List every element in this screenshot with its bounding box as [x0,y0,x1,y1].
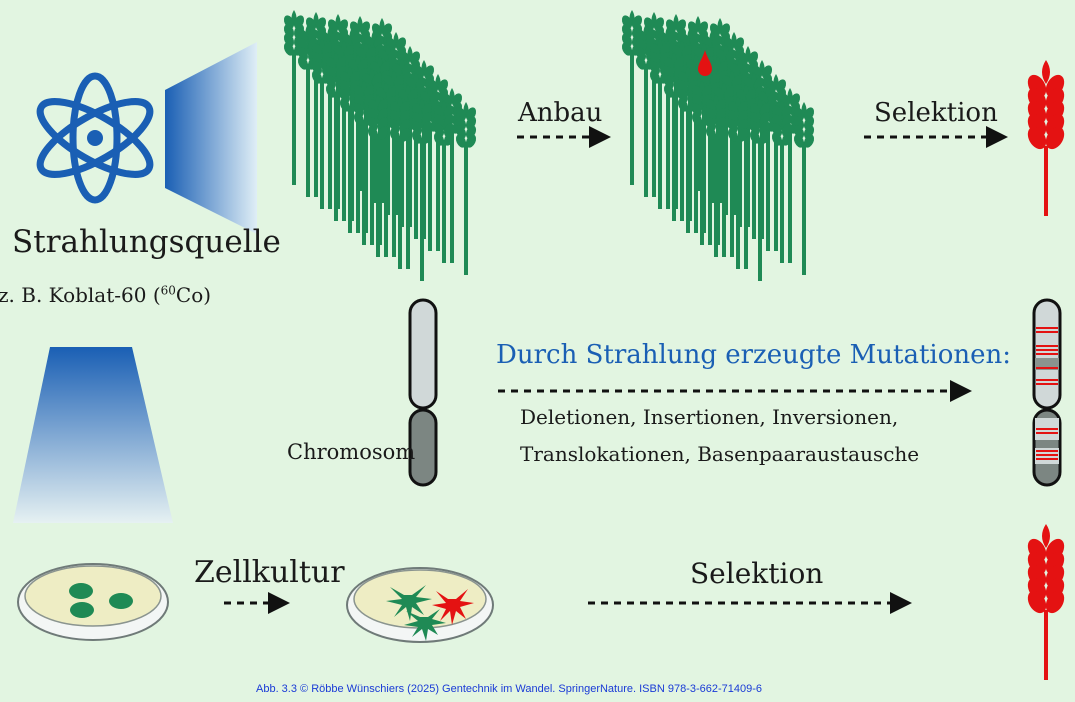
wheat-stalk [749,98,771,281]
mutation-line-1: Deletionen, Insertionen, Inversionen, [520,405,899,429]
wheat-stalk [771,100,793,263]
arrow-selection-top-label: Selektion [874,98,998,128]
figure-caption: Abb. 3.3 © Röbbe Wünschiers (2025) Gente… [256,683,763,695]
arrow-selection-bottom-label: Selektion [690,557,824,590]
wheat-stalk [455,102,477,275]
wheat-stalk [411,98,433,281]
arrow-cultivation-label: Anbau [518,98,603,128]
wheat-field-irradiated [283,10,477,281]
wheat-stalk [691,80,713,245]
chromosome-label: Chromosom [287,440,416,464]
wheat-stalk [705,94,727,257]
radiation-beam-top [165,42,257,234]
wheat-stalk [389,96,411,269]
chromosome-mutated [1032,298,1062,487]
mutant-drop-icon [698,50,712,76]
wheat-field-cultivated [621,10,815,281]
arrow-selection-bottom [588,592,912,614]
arrow-cell-culture-label: Zellkultur [194,555,345,590]
arrow-selection-top [864,126,1008,148]
petri-dish-plain [17,563,169,641]
wheat-stalk [727,96,749,269]
selected-wheat-top [1027,60,1065,216]
petri-dish-plantlets [346,567,494,643]
arrow-cultivation [517,126,611,148]
red-wheat-ear [1027,524,1065,680]
source-example: z. B. Koblat-60 (60Co) [0,283,212,307]
wheat-stalk [793,102,815,275]
atom-icon [36,72,154,204]
arrow-mutation [498,380,972,402]
wheat-stalk [367,94,389,257]
mutation-heading: Durch Strahlung erzeugte Mutationen: [496,340,1011,370]
radiation-beam-bottom [13,347,173,523]
red-wheat-ear [1027,60,1065,216]
selected-wheat-bottom [1027,524,1065,680]
mutation-line-2: Translokationen, Basenpaaraustausche [520,442,920,466]
chromosome-original [408,298,438,487]
arrow-cell-culture [224,592,290,614]
wheat-stalk [433,100,455,263]
source-title: Strahlungsquelle [12,224,281,260]
